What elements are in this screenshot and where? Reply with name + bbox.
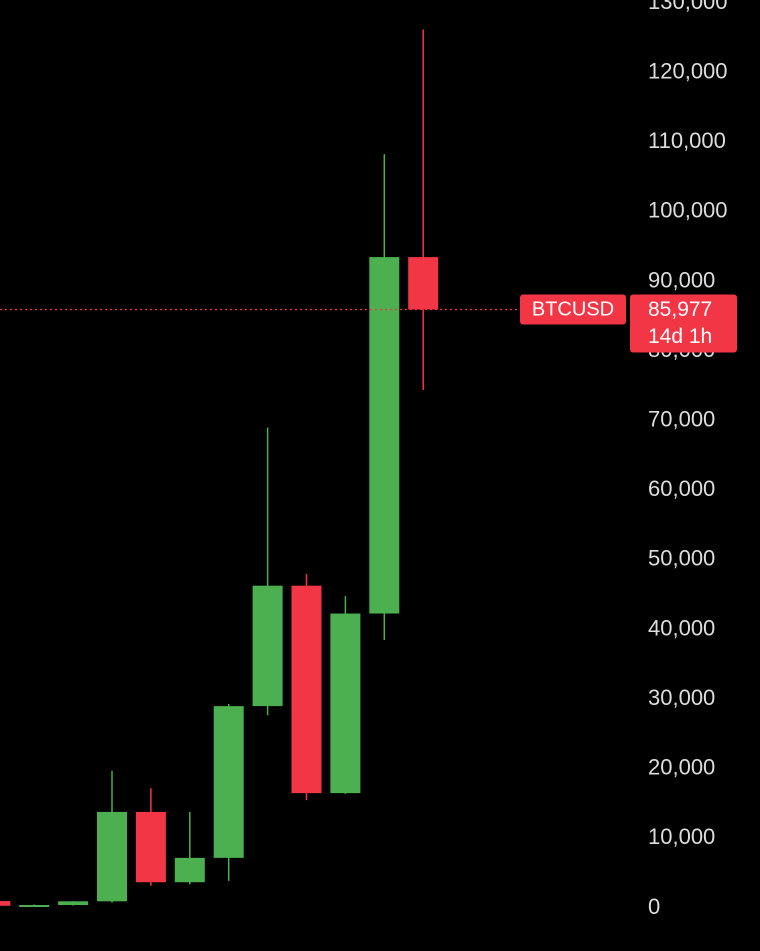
candle-body <box>252 585 283 707</box>
symbol-badge <box>520 294 626 325</box>
candle-body <box>135 811 166 883</box>
candle-body <box>408 257 439 310</box>
y-tick-label: 0 <box>648 894 660 919</box>
last-price-label: 85,977 <box>648 298 712 321</box>
y-tick-label: 100,000 <box>648 198 728 223</box>
y-tick-label: 20,000 <box>648 755 715 780</box>
candle-body <box>369 257 400 614</box>
candle-body <box>330 613 361 794</box>
y-tick-label: 60,000 <box>648 476 715 501</box>
candle-body <box>174 857 205 883</box>
candle-body <box>19 905 50 908</box>
y-tick-label: 10,000 <box>648 824 715 849</box>
y-tick-label: 50,000 <box>648 546 715 571</box>
y-tick-label: 40,000 <box>648 615 715 640</box>
y-tick-label: 90,000 <box>648 267 715 292</box>
y-tick-label: 70,000 <box>648 407 715 432</box>
candle-body <box>213 706 244 858</box>
y-tick-label: 30,000 <box>648 685 715 710</box>
symbol-label: BTCUSD <box>532 299 614 321</box>
y-tick-label: 110,000 <box>648 128 726 153</box>
candle-body <box>58 901 89 906</box>
price-badge <box>630 294 737 353</box>
candle-body <box>0 901 11 906</box>
countdown-label: 14d 1h <box>648 325 712 348</box>
candle-body <box>291 585 322 794</box>
y-tick-label: 120,000 <box>648 58 728 83</box>
candle-body <box>97 811 127 902</box>
y-tick-label: 130,000 <box>648 0 728 14</box>
